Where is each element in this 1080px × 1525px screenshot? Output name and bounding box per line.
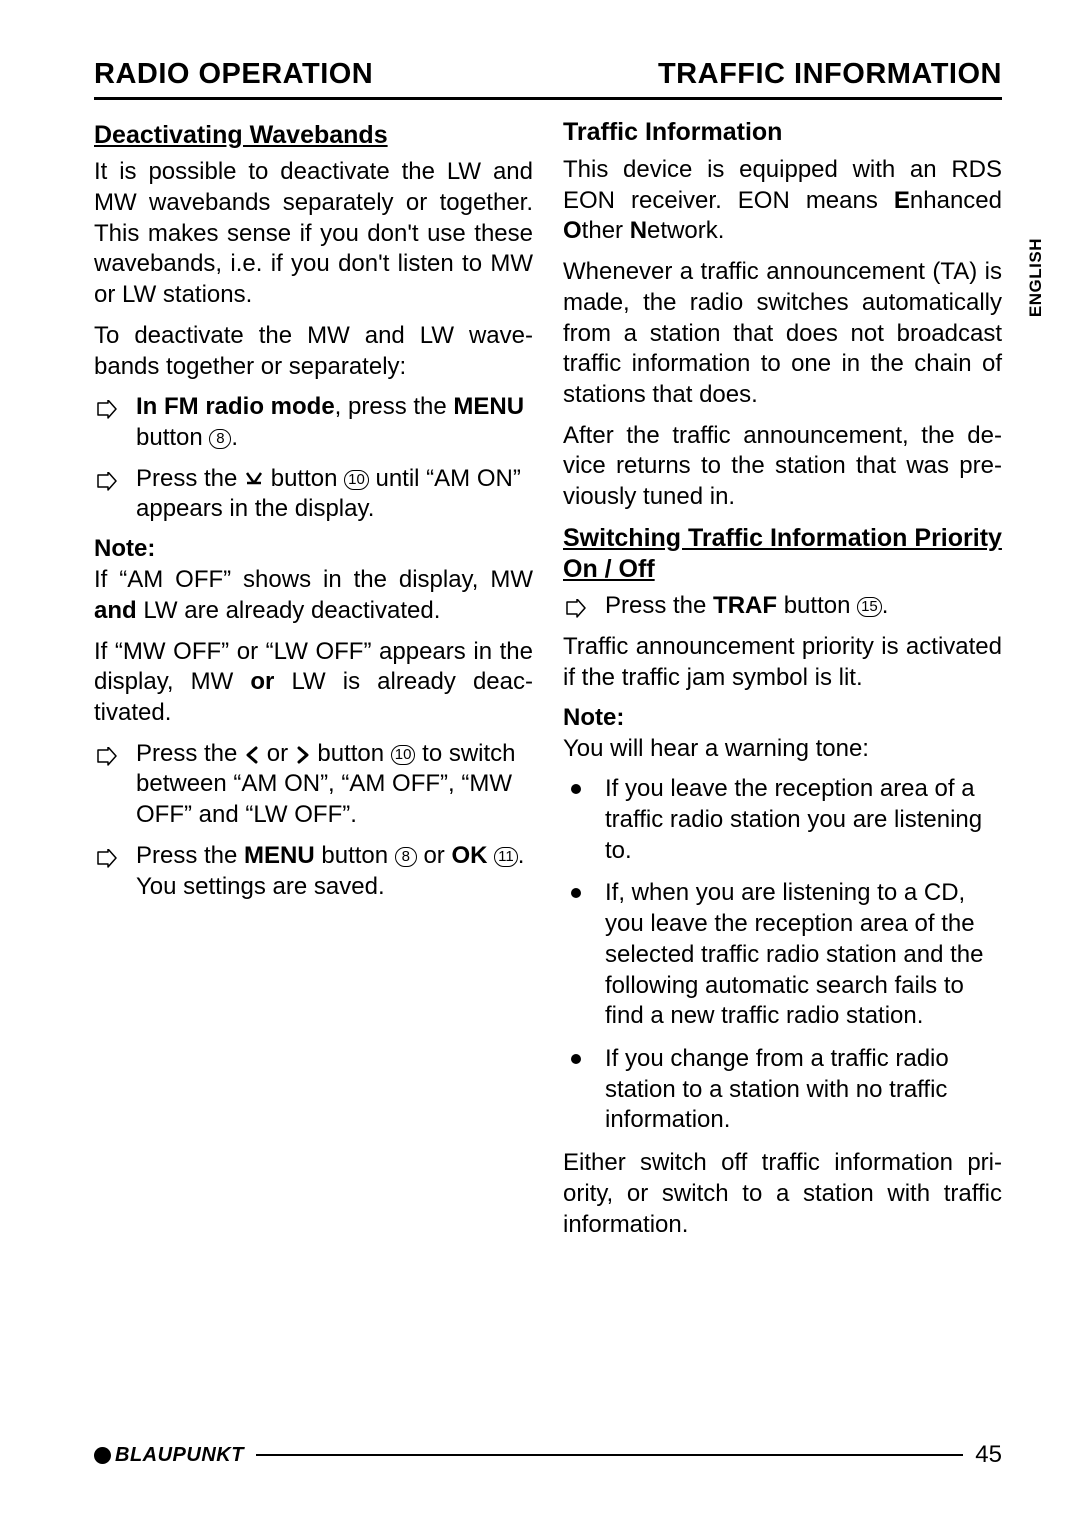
step-text: MENU — [244, 842, 315, 869]
step-list: Press the TRAF button 15. — [563, 591, 1002, 622]
button-ref: 8 — [209, 429, 231, 449]
content-columns: Deactivating Wavebands It is possible to… — [94, 118, 1002, 1250]
step-text: OK — [451, 842, 487, 869]
button-ref: 15 — [857, 597, 882, 617]
section-title: Traffic Information — [563, 118, 1002, 147]
step-text: TRAF — [713, 592, 777, 619]
bullet-item: If, when you are listening to a CD, you … — [563, 878, 1002, 1032]
body-text: To deactivate the MW and LW wave­bands t… — [94, 321, 533, 382]
note-label: Note: — [563, 704, 1002, 732]
arrow-right-icon — [96, 742, 118, 773]
body-text-part: O — [563, 217, 582, 244]
body-text: This device is equipped with an RDS EON … — [563, 155, 1002, 247]
arrow-right-icon — [96, 844, 118, 875]
body-text-part: nhanced — [910, 187, 1002, 214]
footer-divider — [256, 1454, 963, 1456]
body-text-part: etwork. — [647, 217, 724, 244]
step-text: button — [136, 424, 209, 451]
note-text-part: and — [94, 597, 137, 624]
body-text-part: ther — [582, 217, 630, 244]
section-heading: Deactivating Wavebands — [94, 120, 533, 151]
note-text-part: LW are already deactivated. — [137, 597, 441, 624]
step-text: . — [882, 592, 889, 619]
body-text: Traffic announcement priority is activat… — [563, 632, 1002, 693]
step-item: Press the button 10 until “AM ON” appear… — [94, 464, 533, 525]
note-text-part: or — [250, 668, 274, 695]
body-text-part: E — [894, 187, 910, 214]
page-footer: BLAUPUNKT 45 — [94, 1441, 1002, 1469]
left-chevron-icon — [244, 746, 260, 764]
note-label: Note: — [94, 535, 533, 563]
page-number: 45 — [975, 1441, 1002, 1469]
arrow-right-icon — [96, 395, 118, 426]
body-text: Either switch off traffic information pr… — [563, 1148, 1002, 1240]
step-text: button — [311, 740, 391, 767]
button-ref: 10 — [344, 470, 369, 490]
step-list: Press the or button 10 to switch between… — [94, 739, 533, 903]
right-column: Traffic Information This device is equip… — [563, 118, 1002, 1250]
step-text: . — [231, 424, 238, 451]
left-column: Deactivating Wavebands It is possible to… — [94, 118, 533, 1250]
brand-text: BLAUPUNKT — [115, 1444, 244, 1467]
arrow-right-icon — [96, 467, 118, 498]
note-text-part: If “AM OFF” shows in the display, MW — [94, 566, 533, 593]
step-text — [487, 842, 494, 869]
bullet-item: If you change from a traffic radio stati… — [563, 1044, 1002, 1136]
header-left: RADIO OPERATION — [94, 58, 373, 91]
bullet-item: If you leave the reception area of a tra… — [563, 774, 1002, 866]
note-intro: You will hear a warning tone: — [563, 734, 1002, 765]
step-text: Press the — [605, 592, 713, 619]
step-text: Press the — [136, 465, 244, 492]
body-text-part: N — [630, 217, 647, 244]
note-text: If “AM OFF” shows in the display, MW and… — [94, 565, 533, 626]
step-text: or — [417, 842, 452, 869]
right-chevron-icon — [295, 746, 311, 764]
button-ref: 11 — [494, 847, 518, 867]
button-ref: 10 — [391, 745, 416, 765]
bullet-list: If you leave the reception area of a tra… — [563, 774, 1002, 1136]
step-item: In FM radio mode, press the MENU button … — [94, 392, 533, 453]
body-text: It is possible to deactivate the LW and … — [94, 157, 533, 311]
step-item: Press the or button 10 to switch between… — [94, 739, 533, 831]
step-item: Press the TRAF button 15. — [563, 591, 1002, 622]
step-text: , press the — [335, 393, 454, 420]
step-list: In FM radio mode, press the MENU button … — [94, 392, 533, 525]
page-headers: RADIO OPERATION TRAFFIC INFORMATION — [94, 58, 1002, 100]
arrow-right-icon — [565, 594, 587, 625]
step-text: Press the — [136, 740, 244, 767]
step-text: or — [260, 740, 295, 767]
section-heading: Switching Traffic Information Priority O… — [563, 523, 1002, 586]
button-ref: 8 — [395, 847, 417, 867]
step-text: In FM radio mode — [136, 393, 335, 420]
down-arrow-icon — [244, 469, 264, 489]
body-text: After the traffic announcement, the de­v… — [563, 421, 1002, 513]
step-text: Press the — [136, 842, 244, 869]
step-text: button — [777, 592, 857, 619]
header-right: TRAFFIC INFORMATION — [658, 58, 1002, 91]
body-text: Whenever a traffic announcement (TA) is … — [563, 257, 1002, 411]
step-text: MENU — [453, 393, 524, 420]
step-item: Press the MENU button 8 or OK 11. You se… — [94, 841, 533, 902]
brand-logo: BLAUPUNKT — [94, 1444, 244, 1467]
step-text: button — [315, 842, 395, 869]
note-text: If “MW OFF” or “LW OFF” appears in the d… — [94, 637, 533, 729]
language-tab: ENGLISH — [1026, 238, 1046, 317]
step-text: button — [264, 465, 344, 492]
brand-dot-icon — [94, 1447, 111, 1464]
